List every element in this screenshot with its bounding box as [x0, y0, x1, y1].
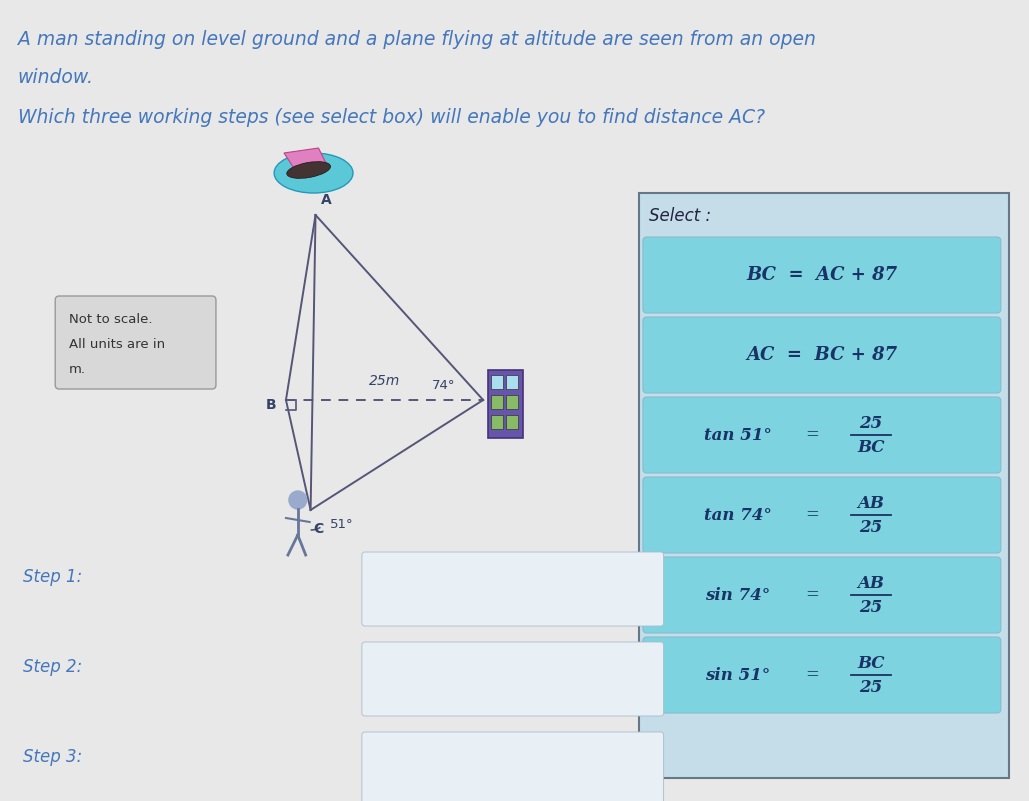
FancyBboxPatch shape — [643, 637, 1001, 713]
Text: 25: 25 — [859, 520, 883, 537]
Text: sin 74°: sin 74° — [706, 586, 771, 603]
Text: D: D — [488, 398, 500, 412]
Text: m.: m. — [69, 363, 86, 376]
Text: All units are in: All units are in — [69, 338, 165, 351]
Text: BC  =  AC + 87: BC = AC + 87 — [746, 266, 897, 284]
Text: Step 3:: Step 3: — [23, 748, 82, 766]
Ellipse shape — [287, 162, 330, 179]
FancyBboxPatch shape — [643, 317, 1001, 393]
Text: window.: window. — [17, 68, 94, 87]
Text: AB: AB — [858, 496, 885, 513]
Bar — [506, 375, 518, 389]
Text: B: B — [267, 398, 277, 412]
Text: =: = — [805, 426, 819, 444]
Text: BC: BC — [857, 655, 885, 673]
Polygon shape — [284, 148, 328, 168]
Text: Not to scale.: Not to scale. — [69, 313, 152, 326]
FancyBboxPatch shape — [643, 477, 1001, 553]
Text: Step 2:: Step 2: — [23, 658, 82, 676]
Text: 25m: 25m — [369, 374, 400, 388]
Text: A man standing on level ground and a plane flying at altitude are seen from an o: A man standing on level ground and a pla… — [17, 30, 816, 49]
Text: sin 51°: sin 51° — [706, 666, 771, 683]
Text: AC  =  BC + 87: AC = BC + 87 — [746, 346, 897, 364]
FancyBboxPatch shape — [362, 642, 664, 716]
Text: 25: 25 — [859, 679, 883, 697]
Text: Step 1:: Step 1: — [23, 568, 82, 586]
FancyBboxPatch shape — [362, 732, 664, 801]
FancyBboxPatch shape — [643, 557, 1001, 633]
Text: tan 51°: tan 51° — [704, 426, 772, 444]
Bar — [491, 395, 503, 409]
Text: 25: 25 — [859, 599, 883, 617]
Ellipse shape — [274, 153, 353, 193]
FancyBboxPatch shape — [643, 397, 1001, 473]
Text: 74°: 74° — [432, 379, 456, 392]
Text: A: A — [320, 193, 331, 207]
FancyBboxPatch shape — [643, 237, 1001, 313]
Text: =: = — [805, 666, 819, 683]
Circle shape — [289, 491, 307, 509]
Text: 51°: 51° — [330, 518, 354, 531]
Text: tan 74°: tan 74° — [704, 506, 772, 524]
Text: =: = — [805, 506, 819, 524]
Text: 25: 25 — [859, 416, 883, 433]
FancyBboxPatch shape — [639, 193, 1008, 778]
Text: Which three working steps (see select box) will enable you to find distance AC?: Which three working steps (see select bo… — [17, 108, 765, 127]
FancyBboxPatch shape — [56, 296, 216, 389]
Text: =: = — [805, 586, 819, 603]
Bar — [491, 415, 503, 429]
FancyBboxPatch shape — [362, 552, 664, 626]
Bar — [506, 395, 518, 409]
Bar — [488, 370, 523, 438]
Text: C: C — [314, 522, 324, 536]
Text: BC: BC — [857, 440, 885, 457]
Text: AB: AB — [858, 575, 885, 593]
Text: Select :: Select : — [649, 207, 711, 225]
Bar — [506, 415, 518, 429]
Bar — [491, 375, 503, 389]
